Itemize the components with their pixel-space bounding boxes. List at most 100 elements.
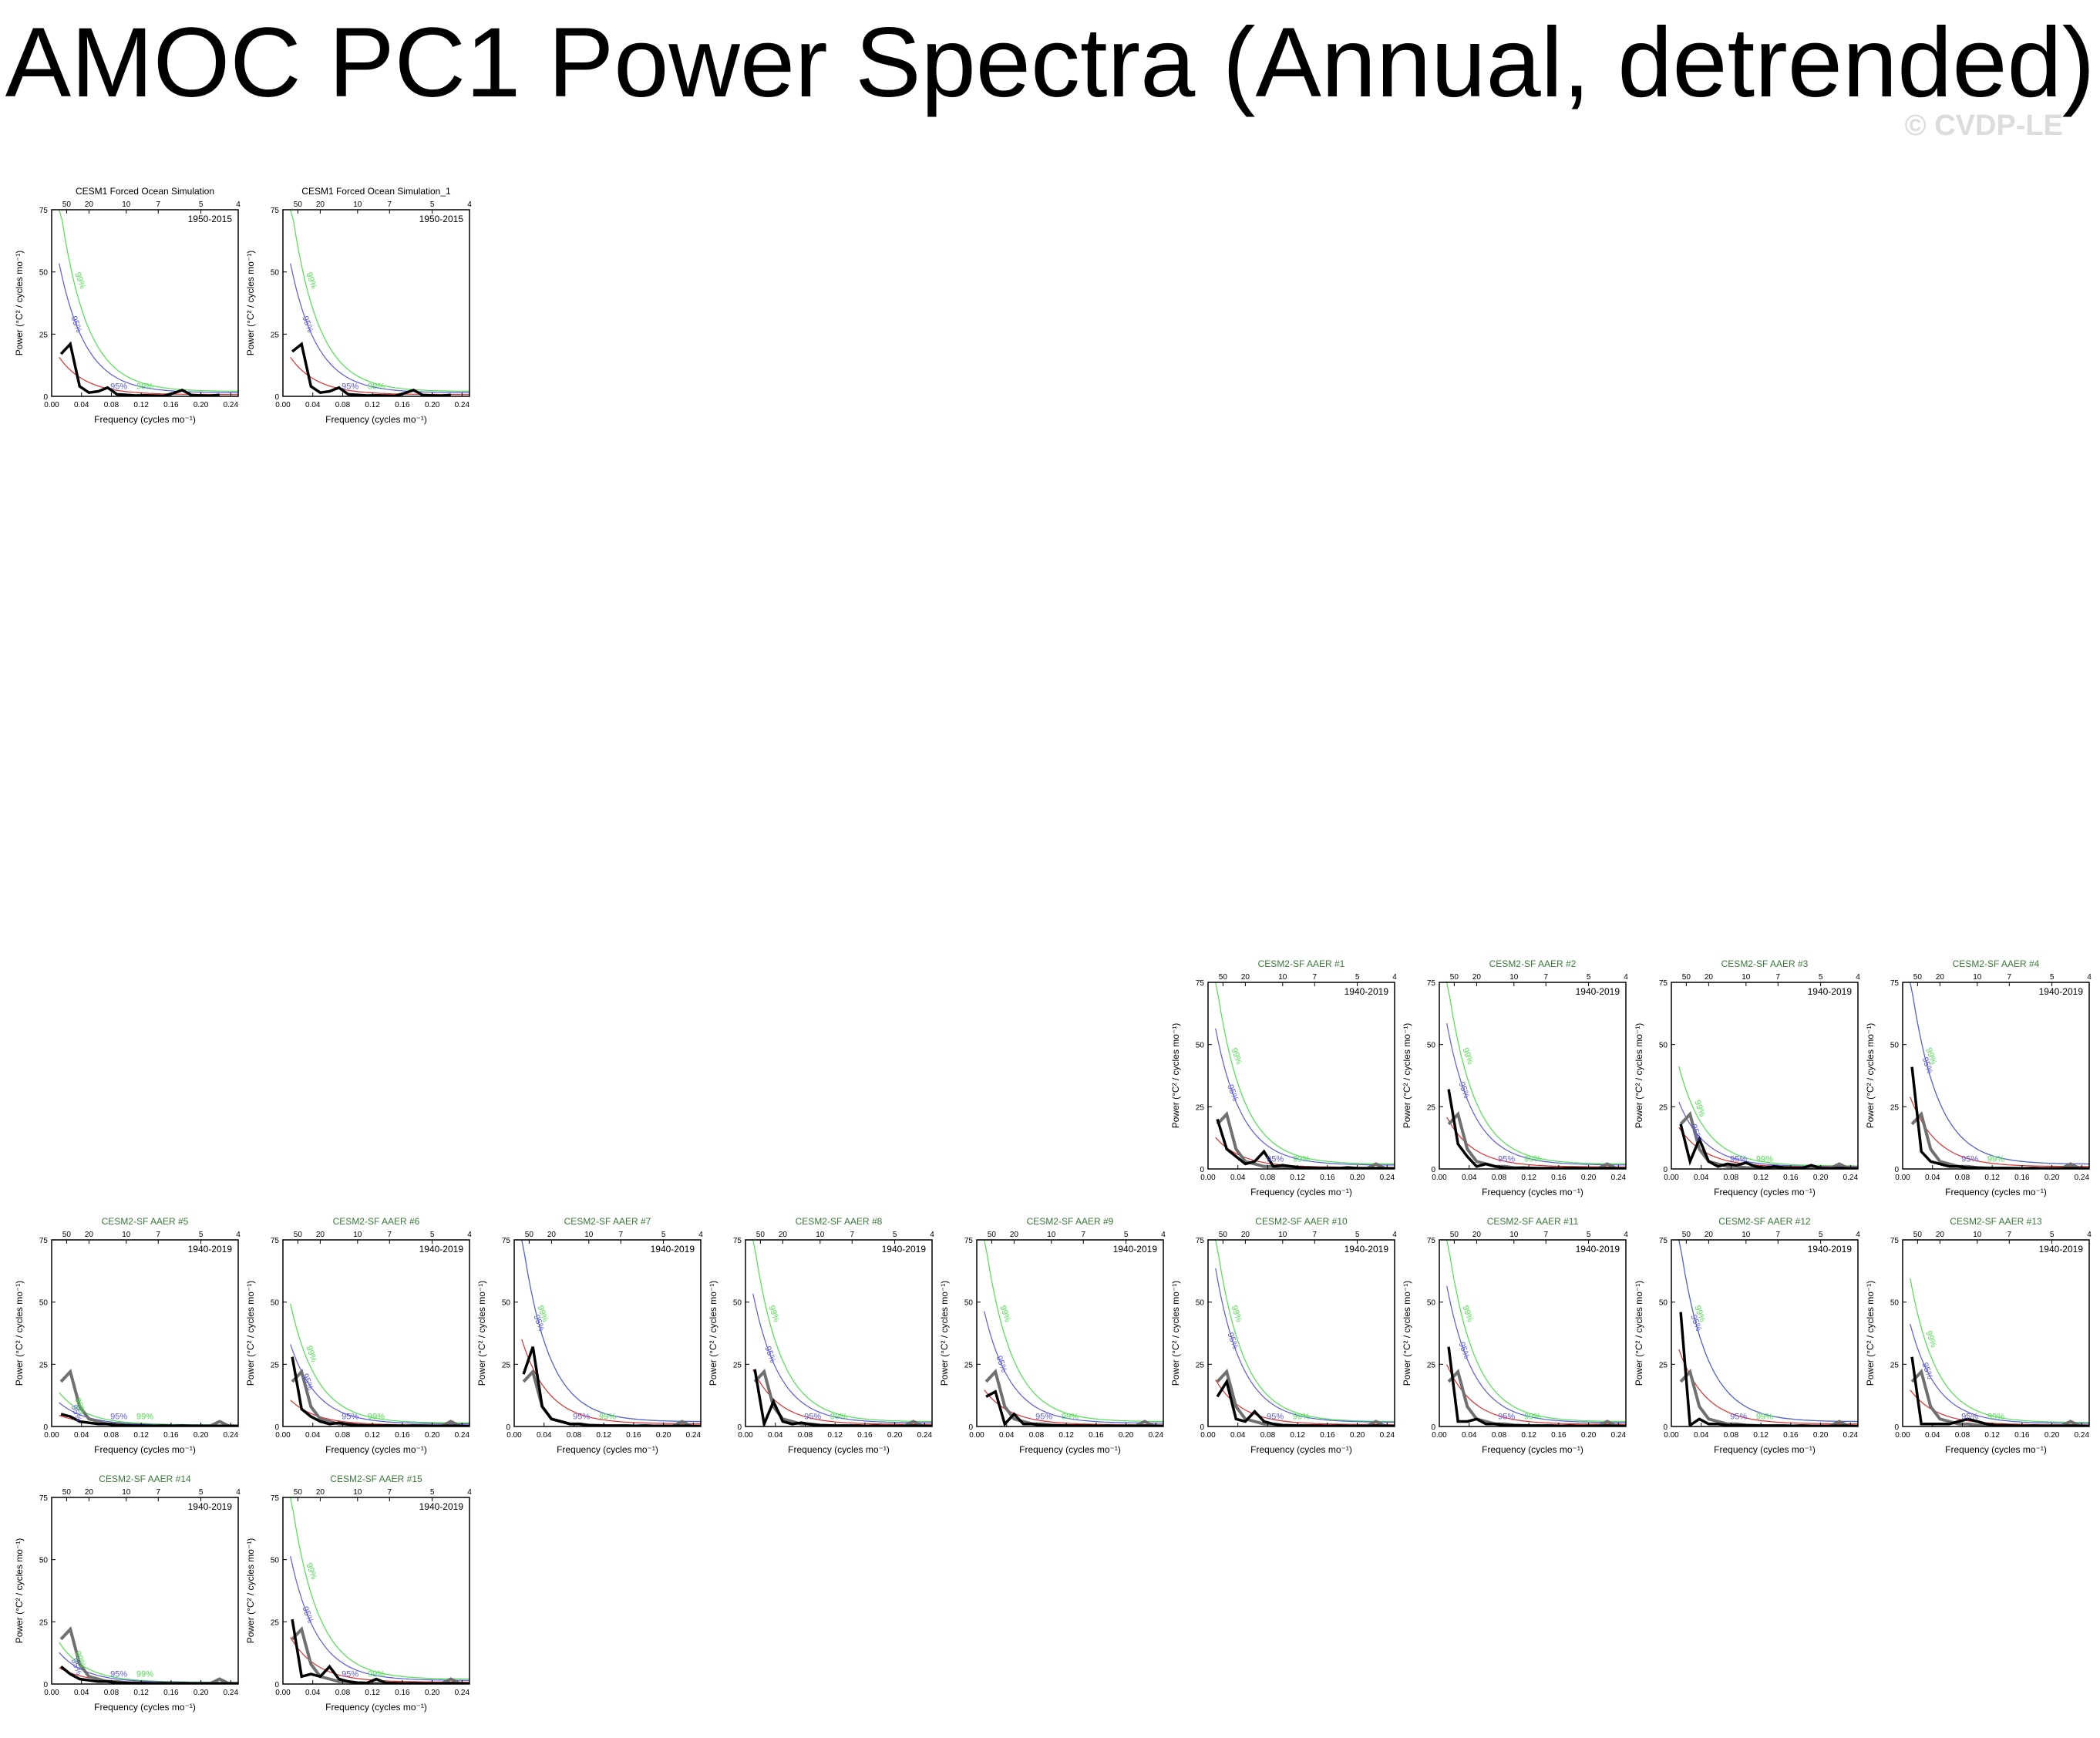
period-tick-label: 7: [2007, 1231, 2012, 1239]
panel-years: 1940-2019: [2039, 986, 2084, 997]
x-tick-label: 0.00: [44, 1689, 59, 1697]
plot-area: 95% 99% 95% 99%: [1215, 982, 1395, 1169]
panel-years: 1940-2019: [188, 1501, 233, 1512]
period-tick-label: 20: [1472, 1231, 1482, 1239]
y-tick-label: 0: [274, 1681, 279, 1689]
y-axis-label: Power (°C² / cycles mo⁻¹): [1634, 1281, 1644, 1386]
panel-years: 1950-2015: [188, 214, 233, 224]
conf95-curve: [290, 263, 469, 393]
x-tick-label: 0.24: [917, 1431, 933, 1440]
panel-years: 1940-2019: [188, 1244, 233, 1255]
x-tick-label: 0.08: [104, 401, 119, 409]
spectrum-panel: 95%99%95% 99%0.00 0.04 0.08 0.12 0.16 0.20 0.24…: [245, 1474, 472, 1713]
red-noise-curve: [1678, 1349, 1858, 1425]
ci95-label: 95%: [300, 1373, 315, 1392]
x-tick-label: 0.04: [305, 1431, 321, 1440]
conf99-curve: [984, 1240, 1163, 1423]
period-tick-label: 4: [1856, 1231, 1860, 1239]
spectrum-panel: 95%99%95% 99%0.00 0.04 0.08 0.12 0.16 0.20 0.24…: [939, 1216, 1166, 1455]
period-tick-label: 50: [988, 1231, 997, 1239]
x-tick-label: 0.12: [365, 1689, 380, 1697]
spectrum-panel: 95%99%95% 99%0.00 0.04 0.08 0.12 0.16 0.20 0.24…: [1402, 1216, 1628, 1455]
ci99-label: 99%: [766, 1304, 781, 1323]
x-axis-label: Frequency (cycles mo⁻¹): [325, 1444, 427, 1455]
red-noise-curve: [752, 1369, 932, 1425]
x-tick-label: 0.00: [1895, 1174, 1910, 1182]
plot-frame: [51, 209, 239, 397]
x-tick-label: 0.16: [163, 1689, 179, 1697]
x-tick-label: 0.08: [104, 1431, 119, 1440]
y-tick-label: 75: [1427, 979, 1436, 988]
x-tick-label: 0.00: [1432, 1431, 1447, 1440]
y-tick-label: 0: [43, 1681, 48, 1689]
x-tick-label: 0.12: [133, 1431, 149, 1440]
ci95-label: 95%: [110, 1412, 127, 1421]
y-axis-label: Power (°C² / cycles mo⁻¹): [1170, 1281, 1181, 1386]
ci99-label: 99%: [1987, 1154, 2004, 1164]
x-tick-label: 0.04: [1925, 1174, 1940, 1182]
x-tick-label: 0.08: [1955, 1431, 1970, 1440]
ci99-label: 99%: [1229, 1046, 1244, 1066]
period-tick-label: 50: [62, 1488, 72, 1497]
x-tick-label: 0.12: [1984, 1174, 2000, 1182]
panel-years: 1940-2019: [1113, 1244, 1158, 1255]
ci95-label: 95%: [1225, 1332, 1240, 1351]
y-tick-label: 50: [39, 269, 49, 278]
x-tick-label: 0.16: [1089, 1431, 1104, 1440]
plot-frame: [282, 209, 470, 397]
panel-title: CESM2-SF AAER #13: [1950, 1216, 2042, 1227]
period-tick-label: 20: [1936, 973, 1945, 982]
y-axis-label: Power (°C² / cycles mo⁻¹): [708, 1281, 719, 1386]
x-axis-label: Frequency (cycles mo⁻¹): [1482, 1444, 1583, 1455]
ci99-label: 99%: [1756, 1412, 1773, 1421]
ci95-label: 95%: [110, 382, 127, 391]
x-tick-label: 0.12: [1753, 1431, 1769, 1440]
x-tick-label: 0.16: [626, 1431, 641, 1440]
conf99-curve: [290, 1303, 469, 1423]
spectrum-panel: 95%99%95% 99%0.00 0.04 0.08 0.12 0.16 0.20 0.24…: [1634, 958, 1860, 1197]
plot-area: 95% 99% 95% 99%: [1446, 1240, 1626, 1426]
period-tick-label: 4: [1624, 973, 1628, 982]
panel-title: CESM2-SF AAER #15: [330, 1474, 422, 1484]
y-tick-label: 75: [271, 1237, 280, 1245]
conf95-curve: [290, 1555, 469, 1681]
period-tick-label: 20: [1241, 1231, 1250, 1239]
y-tick-label: 50: [1659, 1042, 1668, 1050]
plot-frame: [282, 1239, 470, 1427]
plot-frame: [976, 1239, 1164, 1427]
period-tick-label: 5: [1587, 1231, 1591, 1239]
x-tick-label: 0.00: [1664, 1174, 1679, 1182]
ci99-label: 99%: [1756, 1154, 1773, 1164]
x-tick-label: 0.24: [1843, 1431, 1859, 1440]
ci99-label: 99%: [1524, 1412, 1541, 1421]
plot-area: 95% 99% 95% 99%: [290, 210, 469, 396]
y-tick-label: 75: [39, 1237, 49, 1245]
x-tick-label: 0.04: [1230, 1431, 1246, 1440]
x-tick-label: 0.08: [335, 1431, 351, 1440]
x-tick-label: 0.04: [74, 1431, 89, 1440]
period-tick-label: 50: [1450, 973, 1459, 982]
y-tick-label: 25: [1196, 1103, 1205, 1112]
period-tick-label: 50: [62, 1231, 72, 1239]
conf99-curve: [1446, 1240, 1626, 1423]
y-tick-label: 75: [1890, 1237, 1900, 1245]
panel-title: CESM1 Forced Ocean Simulation_1: [301, 186, 451, 197]
ci99-label: 99%: [1923, 1329, 1938, 1349]
x-tick-label: 0.16: [395, 401, 410, 409]
plot-frame: [1439, 982, 1627, 1170]
period-tick-label: 10: [1509, 973, 1519, 982]
period-tick-label: 20: [1705, 1231, 1714, 1239]
spectrum-line: [1679, 1312, 1858, 1426]
plot-frame: [513, 1239, 702, 1427]
spectrum-panel: 95%99%95% 99%0.00 0.04 0.08 0.12 0.16 0.20 0.24…: [245, 1216, 472, 1455]
plot-frame: [1207, 982, 1395, 1170]
conf99-curve: [1446, 982, 1626, 1165]
panel-years: 1940-2019: [419, 1501, 464, 1512]
x-tick-label: 0.08: [1724, 1431, 1739, 1440]
x-tick-label: 0.20: [2044, 1174, 2060, 1182]
spectrum-panel: 95%99%95% 99%0.00 0.04 0.08 0.12 0.16 0.20 0.24…: [1634, 1216, 1860, 1455]
x-tick-label: 0.20: [194, 1689, 209, 1697]
ci95-label: 95%: [300, 1605, 315, 1625]
y-tick-label: 25: [502, 1361, 511, 1369]
y-tick-label: 25: [39, 1618, 49, 1627]
